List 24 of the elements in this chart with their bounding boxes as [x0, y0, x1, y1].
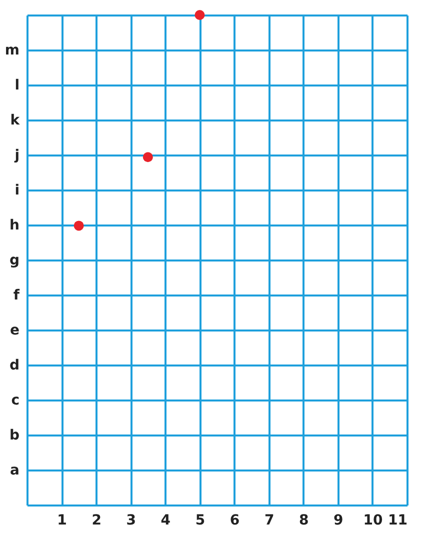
x-tick-label: 3: [126, 512, 136, 528]
category-label: i: [14, 182, 20, 198]
category-label: c: [11, 392, 20, 408]
category-label: g: [9, 252, 20, 268]
x-tick-label: 8: [298, 512, 309, 528]
x-tick-label: 2: [92, 512, 102, 528]
category-label: b: [9, 428, 20, 444]
x-tick-label: 9: [334, 512, 344, 528]
category-label: j: [14, 148, 20, 164]
category-label: l: [14, 78, 20, 94]
category-label: f: [13, 288, 20, 304]
x-tick-label: 11: [388, 512, 408, 528]
category-label: m: [4, 42, 20, 58]
x-tick-label: 6: [230, 512, 240, 528]
x-tick-label: 10: [363, 512, 383, 528]
category-label: e: [10, 322, 20, 338]
category-label: h: [10, 218, 20, 234]
category-label: a: [10, 462, 20, 478]
x-tick-label: 5: [195, 512, 206, 528]
category-label: d: [9, 358, 20, 374]
x-tick-label: 1: [57, 512, 67, 528]
x-tick-label: 4: [160, 512, 171, 528]
category-label: k: [10, 112, 20, 128]
x-tick-label: 7: [264, 512, 274, 528]
